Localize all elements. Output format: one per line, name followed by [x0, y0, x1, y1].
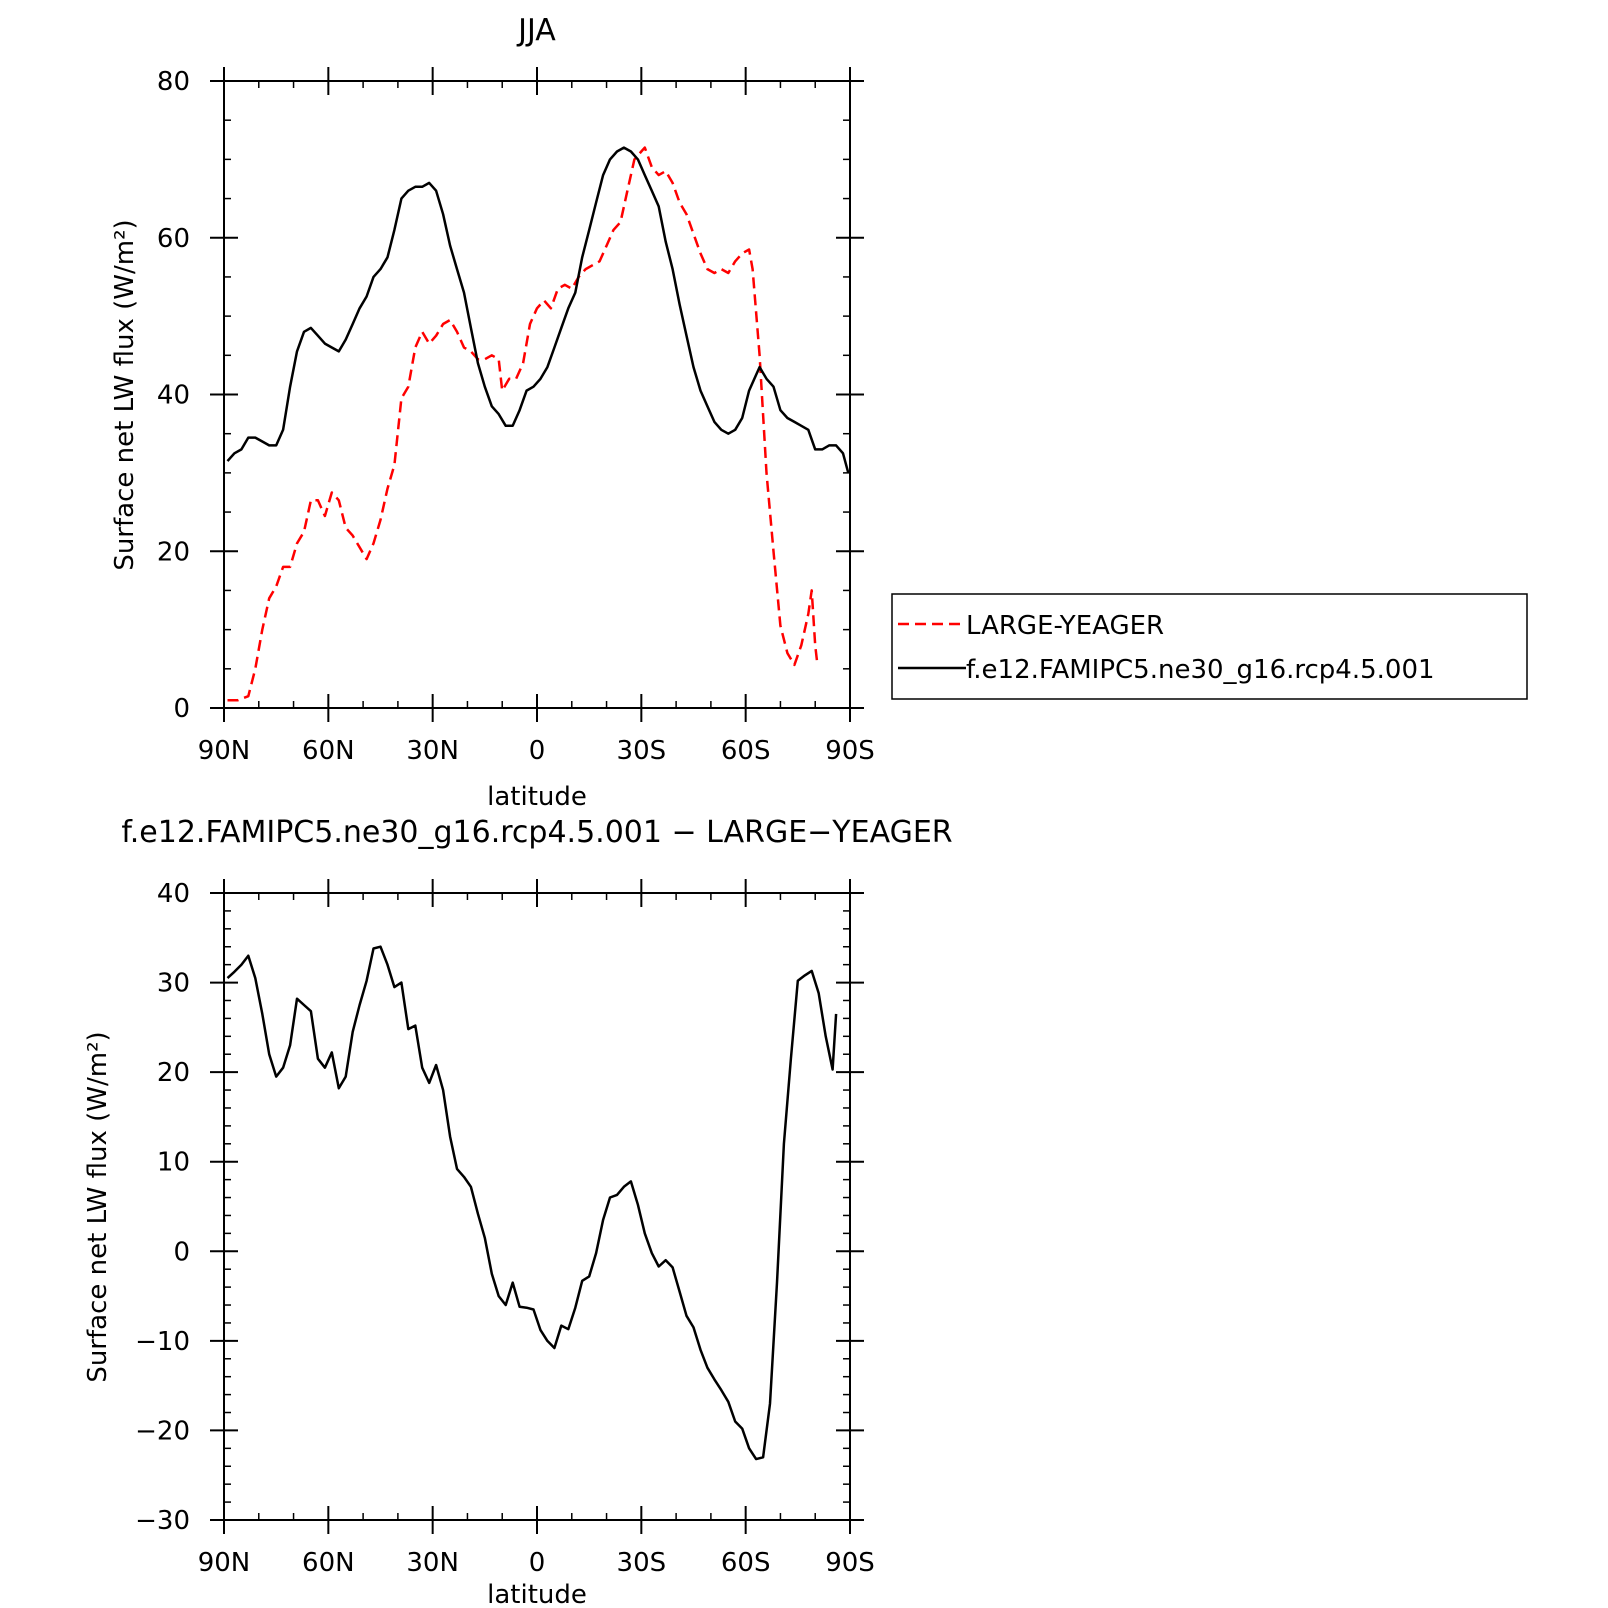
x-tick-label: 30S	[617, 1548, 667, 1578]
y-tick-label: 0	[173, 1237, 190, 1267]
y-tick-label: 40	[157, 879, 190, 909]
y-tick-label: −20	[135, 1416, 190, 1446]
x-tick-label: 90N	[198, 736, 251, 766]
y-tick-label: 10	[157, 1148, 190, 1178]
x-tick-label: 90S	[825, 736, 875, 766]
x-tick-label: 90N	[198, 1548, 251, 1578]
x-tick-label: 90S	[825, 1548, 875, 1578]
legend-label-famipc5: f.e12.FAMIPC5.ne30_g16.rcp4.5.001	[966, 655, 1435, 685]
y-tick-label: 20	[157, 537, 190, 567]
x-axis-label: latitude	[487, 782, 587, 812]
y-tick-labels: −30 −20 −10 0 10 20 30 40	[135, 879, 190, 1536]
y-tick-label: 30	[157, 969, 190, 999]
chart-jja: JJA 0 20 40 60 80 90N 60N 30N 0 30S 60S 90S latitu…	[110, 13, 1528, 812]
x-tick-label: 60N	[302, 1548, 355, 1578]
y-tick-label: 80	[157, 67, 190, 97]
legend-box	[891, 593, 1528, 700]
y-axis-label: Surface net LW flux (W/m²)	[110, 219, 140, 570]
y-tick-label: −30	[135, 1506, 190, 1536]
series-line-0	[226, 945, 838, 1461]
y-tick-label: 0	[173, 694, 190, 724]
series-group	[226, 945, 838, 1461]
minor-ticks	[224, 893, 850, 1520]
x-tick-label: 60S	[721, 1548, 771, 1578]
y-tick-label: 60	[157, 224, 190, 254]
x-tick-labels: 90N 60N 30N 0 30S 60S 90S	[198, 1548, 875, 1578]
legend-label-large-yeager: LARGE-YEAGER	[966, 611, 1164, 641]
x-tick-label: 30S	[617, 736, 667, 766]
y-tick-label: 40	[157, 381, 190, 411]
series-group	[226, 146, 850, 702]
x-tick-label: 60S	[721, 736, 771, 766]
y-tick-label: 20	[157, 1058, 190, 1088]
plot-frame	[223, 80, 851, 709]
y-axis-label: Surface net LW flux (W/m²)	[83, 1031, 113, 1382]
major-ticks	[210, 67, 864, 722]
x-tick-label: 0	[529, 736, 546, 766]
x-axis-label: latitude	[487, 1580, 587, 1608]
y-tick-label: −10	[135, 1327, 190, 1357]
x-tick-label: 30N	[406, 736, 459, 766]
chart-difference: f.e12.FAMIPC5.ne30_g16.rcp4.5.001 − LARG…	[83, 815, 953, 1608]
plot-frame	[223, 892, 851, 1521]
minor-ticks	[224, 81, 850, 708]
x-tick-label: 0	[529, 1548, 546, 1578]
series-line-0	[227, 146, 819, 702]
chart-title: f.e12.FAMIPC5.ne30_g16.rcp4.5.001 − LARG…	[121, 815, 952, 850]
y-tick-labels: 0 20 40 60 80	[157, 67, 190, 724]
chart-title: JJA	[516, 13, 556, 48]
legend: LARGE-YEAGER f.e12.FAMIPC5.ne30_g16.rcp4…	[891, 593, 1528, 700]
x-tick-labels: 90N 60N 30N 0 30S 60S 90S	[198, 736, 875, 766]
x-tick-label: 30N	[406, 1548, 459, 1578]
x-tick-label: 60N	[302, 736, 355, 766]
series-line-1	[226, 146, 850, 474]
